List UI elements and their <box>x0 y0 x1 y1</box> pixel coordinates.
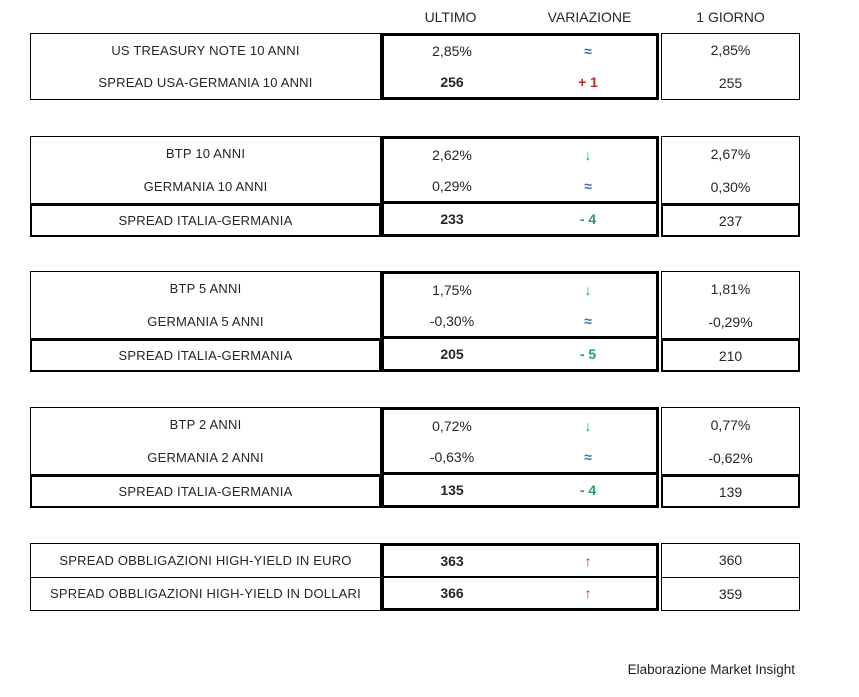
variazione-indicator: ↑ <box>584 585 592 601</box>
ultimo-value: -0,63% <box>429 448 475 465</box>
attribution-text: Elaborazione Market Insight <box>627 662 795 677</box>
spread-giorno-box: 210 <box>661 339 800 372</box>
ultimo-value: 2,85% <box>432 43 472 60</box>
spread-giorno-box: 237 <box>661 204 800 237</box>
instrument-label: SPREAD ITALIA-GERMANIA <box>118 213 293 228</box>
variazione-indicator: ↓ <box>584 281 592 298</box>
ultimo-value: -0,30% <box>429 312 475 329</box>
btp-5-anni-block: BTP 5 ANNI GERMANIA 5 ANNI SPREAD ITALIA… <box>0 271 859 372</box>
giorno-value: 255 <box>718 74 743 91</box>
giorno-value: 237 <box>718 212 743 229</box>
ultimo-value: 233 <box>440 211 464 227</box>
ultimo-value: 135 <box>440 482 464 498</box>
btp-10-anni-block: BTP 10 ANNI GERMANIA 10 ANNI SPREAD ITAL… <box>0 136 859 237</box>
variazione-indicator: ↓ <box>584 417 592 434</box>
variazione-indicator: - 5 <box>579 346 597 362</box>
ultimo-value: 363 <box>440 553 464 569</box>
giorno-value: 2,67% <box>710 145 751 162</box>
variazione-indicator: - 4 <box>579 211 597 227</box>
ultimo-variazione-box: 1,75% ↓ -0,30% ≈ 205 - 5 <box>381 271 659 372</box>
ultimo-variazione-box: 2,62% ↓ 0,29% ≈ 233 - 4 <box>381 136 659 237</box>
giorno-box: 360 359 <box>661 543 800 611</box>
label-box: BTP 10 ANNI GERMANIA 10 ANNI <box>30 136 381 204</box>
instrument-label: US TREASURY NOTE 10 ANNI <box>111 42 300 58</box>
ultimo-value: 256 <box>440 73 464 90</box>
instrument-label: BTP 5 ANNI <box>169 281 242 296</box>
label-box: BTP 5 ANNI GERMANIA 5 ANNI <box>30 271 381 339</box>
instrument-label: GERMANIA 2 ANNI <box>147 450 264 465</box>
instrument-label: GERMANIA 10 ANNI <box>143 179 268 194</box>
giorno-value: 1,81% <box>710 280 751 297</box>
spread-giorno-box: 139 <box>661 475 800 508</box>
instrument-label: SPREAD OBBLIGAZIONI HIGH-YIELD IN DOLLAR… <box>31 576 380 611</box>
instrument-label: BTP 10 ANNI <box>165 146 246 161</box>
variazione-indicator: ≈ <box>584 43 592 60</box>
giorno-value: 0,30% <box>710 178 751 195</box>
giorno-box: 2,85% 255 <box>661 33 800 100</box>
instrument-label: SPREAD ITALIA-GERMANIA <box>118 348 293 363</box>
label-box: BTP 2 ANNI GERMANIA 2 ANNI <box>30 407 381 475</box>
ultimo-value: 2,62% <box>432 146 472 163</box>
ultimo-value: 0,29% <box>432 177 472 194</box>
variazione-indicator: - 4 <box>579 482 597 498</box>
variazione-indicator: ≈ <box>584 177 592 194</box>
instrument-label: GERMANIA 5 ANNI <box>147 314 264 329</box>
ultimo-variazione-box: 2,85% ≈ 256 + 1 <box>381 33 659 100</box>
variazione-indicator: + 1 <box>578 73 598 90</box>
giorno-box: 0,77% -0,62% <box>661 407 800 475</box>
label-box: SPREAD OBBLIGAZIONI HIGH-YIELD IN EURO S… <box>30 543 381 611</box>
label-box: US TREASURY NOTE 10 ANNI SPREAD USA-GERM… <box>30 33 381 100</box>
us-treasury-block: US TREASURY NOTE 10 ANNI SPREAD USA-GERM… <box>0 33 859 100</box>
variazione-indicator: ↓ <box>584 146 592 163</box>
variazione-indicator: ↑ <box>584 553 592 569</box>
ultimo-variazione-box: 0,72% ↓ -0,63% ≈ 135 - 4 <box>381 407 659 508</box>
giorno-value: 359 <box>718 585 743 602</box>
instrument-label: SPREAD OBBLIGAZIONI HIGH-YIELD IN EURO <box>59 552 352 568</box>
instrument-label: SPREAD ITALIA-GERMANIA <box>118 484 293 499</box>
giorno-value: 139 <box>718 483 743 500</box>
giorno-box: 1,81% -0,29% <box>661 271 800 339</box>
giorno-value: 0,77% <box>710 416 751 433</box>
giorno-value: 210 <box>718 347 743 364</box>
giorno-box: 2,67% 0,30% <box>661 136 800 204</box>
ultimo-value: 1,75% <box>432 281 472 298</box>
instrument-label: SPREAD USA-GERMANIA 10 ANNI <box>98 75 313 91</box>
giorno-value: 360 <box>718 552 743 569</box>
instrument-label: BTP 2 ANNI <box>169 417 242 432</box>
giorno-value: -0,62% <box>708 449 753 466</box>
giorno-value: 2,85% <box>710 42 751 59</box>
ultimo-value: 205 <box>440 346 464 362</box>
btp-2-anni-block: BTP 2 ANNI GERMANIA 2 ANNI SPREAD ITALIA… <box>0 407 859 508</box>
ultimo-value: 366 <box>440 585 464 601</box>
column-header-1-giorno: 1 GIORNO <box>696 9 765 25</box>
spread-label-box: SPREAD ITALIA-GERMANIA <box>30 204 381 237</box>
spread-label-box: SPREAD ITALIA-GERMANIA <box>30 339 381 372</box>
variazione-indicator: ≈ <box>584 448 592 465</box>
ultimo-value: 0,72% <box>432 417 472 434</box>
column-header-variazione: VARIAZIONE <box>547 9 632 25</box>
high-yield-block: SPREAD OBBLIGAZIONI HIGH-YIELD IN EURO S… <box>0 543 859 611</box>
ultimo-variazione-box: 363 ↑ 366 ↑ <box>381 543 659 611</box>
spread-label-box: SPREAD ITALIA-GERMANIA <box>30 475 381 508</box>
giorno-value: -0,29% <box>708 313 753 330</box>
column-header-ultimo: ULTIMO <box>424 9 477 25</box>
variazione-indicator: ≈ <box>584 312 592 329</box>
